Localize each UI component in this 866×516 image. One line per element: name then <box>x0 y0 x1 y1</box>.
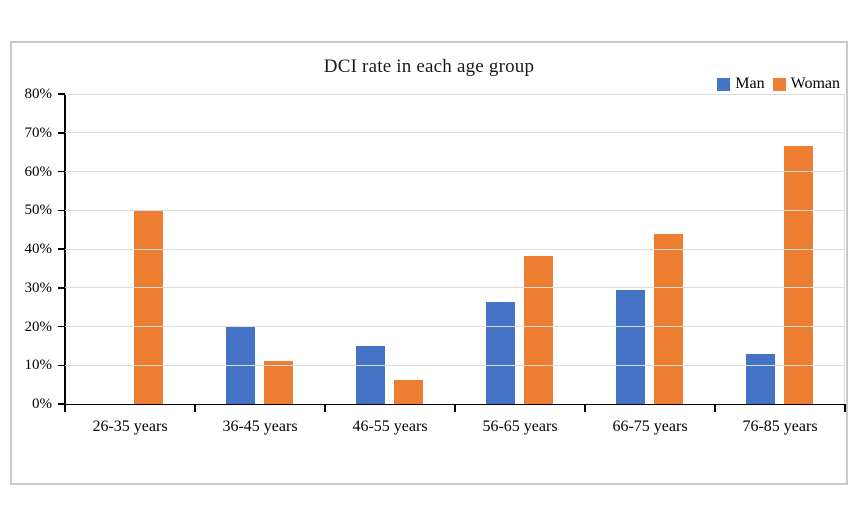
x-category-label: 56-65 years <box>482 418 558 435</box>
bar-woman-26-35-years <box>134 210 164 404</box>
bar-group-26-35-years <box>65 94 195 404</box>
x-category-label: 36-45 years <box>222 418 298 435</box>
y-tick-label-0: 0% <box>32 396 52 412</box>
chart-frame: DCI rate in each age group Man Woman 26-… <box>10 41 848 485</box>
gridline-70 <box>65 132 844 134</box>
y-axis-tick-0 <box>58 403 65 405</box>
legend-item-woman: Woman <box>772 75 840 93</box>
chart-title: DCI rate in each age group <box>323 56 535 77</box>
legend: Man Woman <box>717 75 840 93</box>
y-tick-label-50: 50% <box>24 202 53 219</box>
x-axis-tick-2 <box>324 404 326 412</box>
bar-man-46-55-years <box>356 345 386 404</box>
y-axis-tick-50 <box>58 209 65 211</box>
gridline-60 <box>65 171 844 172</box>
x-axis-tick-0 <box>64 404 66 412</box>
y-tick-label-20: 20% <box>24 318 53 335</box>
bar-group-46-55-years <box>325 94 455 404</box>
y-axis-tick-80 <box>58 93 65 95</box>
bar-group-66-75-years <box>584 94 714 404</box>
bar-groups <box>65 94 844 404</box>
y-tick-label-80: 80% <box>24 86 53 102</box>
x-axis-tick-4 <box>584 404 586 412</box>
bar-man-56-65-years <box>485 302 515 404</box>
gridline-40 <box>65 248 844 250</box>
man-series-swatch <box>717 77 731 91</box>
x-axis-tick-1 <box>194 404 196 412</box>
x-category-label: 46-55 years <box>352 418 428 435</box>
bar-man-66-75-years <box>615 290 645 404</box>
gridline-30 <box>65 287 844 289</box>
y-axis-tick-40 <box>58 248 65 250</box>
y-tick-label-60: 60% <box>24 163 53 180</box>
x-category-label: 66-75 years <box>612 418 688 435</box>
woman-series-swatch <box>772 77 786 91</box>
x-axis-tick-5 <box>714 404 716 412</box>
y-axis-tick-30 <box>58 287 65 289</box>
legend-label-woman: Woman <box>790 75 840 92</box>
gridline-20 <box>65 326 844 327</box>
gridline-50 <box>65 209 844 211</box>
gridline-10 <box>65 364 844 366</box>
x-axis-tick-3 <box>454 404 456 412</box>
y-axis-tick-10 <box>58 364 65 366</box>
bar-woman-66-75-years <box>653 233 683 404</box>
y-tick-label-40: 40% <box>24 241 53 257</box>
bar-man-76-85-years <box>745 353 775 404</box>
bar-woman-36-45-years <box>264 361 294 404</box>
x-category-label: 76-85 years <box>742 418 818 435</box>
bar-woman-56-65-years <box>523 256 553 404</box>
x-category-label: 26-35 years <box>92 418 168 435</box>
y-tick-label-10: 10% <box>24 357 53 374</box>
x-axis-tick-6 <box>844 404 846 412</box>
bar-woman-46-55-years <box>394 379 424 404</box>
plot-area <box>58 93 846 412</box>
gridline-80 <box>65 93 844 95</box>
x-axis-labels: 26-35 years 36-45 years 46-55 years 56-65 y… <box>65 417 845 437</box>
bar-group-56-65-years <box>454 94 584 404</box>
y-axis-tick-60 <box>58 170 65 173</box>
y-tick-label-70: 70% <box>24 124 53 141</box>
y-tick-label-30: 30% <box>24 279 53 296</box>
legend-label-man: Man <box>735 75 765 92</box>
bar-woman-76-85-years <box>783 145 813 404</box>
legend-item-man: Man <box>717 75 765 93</box>
bar-group-76-85-years <box>714 94 844 404</box>
y-axis-tick-70 <box>58 132 65 134</box>
y-axis-tick-20 <box>58 325 65 328</box>
